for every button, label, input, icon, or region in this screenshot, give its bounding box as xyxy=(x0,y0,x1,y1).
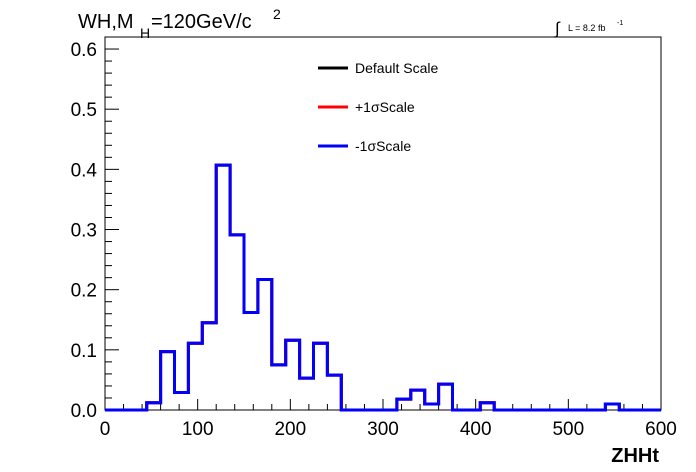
title-rest: =120GeV/c xyxy=(151,11,252,33)
x-tick-label: 500 xyxy=(552,419,584,440)
series-line-2 xyxy=(105,163,661,412)
luminosity-label: ∫ L = 8.2 fb -1 xyxy=(554,19,623,38)
y-tick-label: 0.5 xyxy=(71,100,97,121)
legend-label-0: Default Scale xyxy=(355,60,438,76)
legend-label-1: +1σScale xyxy=(355,99,415,115)
title-superscript: 2 xyxy=(273,6,281,22)
lumi-superscript: -1 xyxy=(617,20,623,27)
legend: Default Scale +1σScale -1σScale xyxy=(318,60,438,154)
x-axis-label: ZHHt xyxy=(611,445,659,467)
x-tick-label: 600 xyxy=(645,419,677,440)
histogram-series xyxy=(105,163,661,412)
y-tick-label: 0.4 xyxy=(71,160,98,181)
y-tick-label: 0.6 xyxy=(71,40,97,61)
axis-tick-labels: 0 100 200 300 400 500 600 0.0 0.1 0.2 0.3 0.4 0.5 0.6 xyxy=(71,40,677,440)
x-tick-label: 400 xyxy=(460,419,492,440)
y-tick-label: 0.2 xyxy=(71,281,97,302)
y-tick-label: 0.3 xyxy=(71,221,97,242)
x-tick-label: 300 xyxy=(367,419,399,440)
y-tick-label: 0.1 xyxy=(71,341,97,362)
integral-sign: ∫ xyxy=(554,19,561,38)
legend-label-2: -1σScale xyxy=(355,138,411,154)
x-tick-label: 0 xyxy=(100,419,111,440)
title-main: WH,M xyxy=(78,11,134,33)
title-subscript: H xyxy=(140,25,150,41)
lumi-text: L = 8.2 fb xyxy=(568,23,605,33)
x-tick-label: 100 xyxy=(182,419,214,440)
x-tick-label: 200 xyxy=(274,419,306,440)
y-tick-label: 0.0 xyxy=(71,401,97,422)
chart-title: WH,M H =120GeV/c 2 xyxy=(78,6,281,41)
